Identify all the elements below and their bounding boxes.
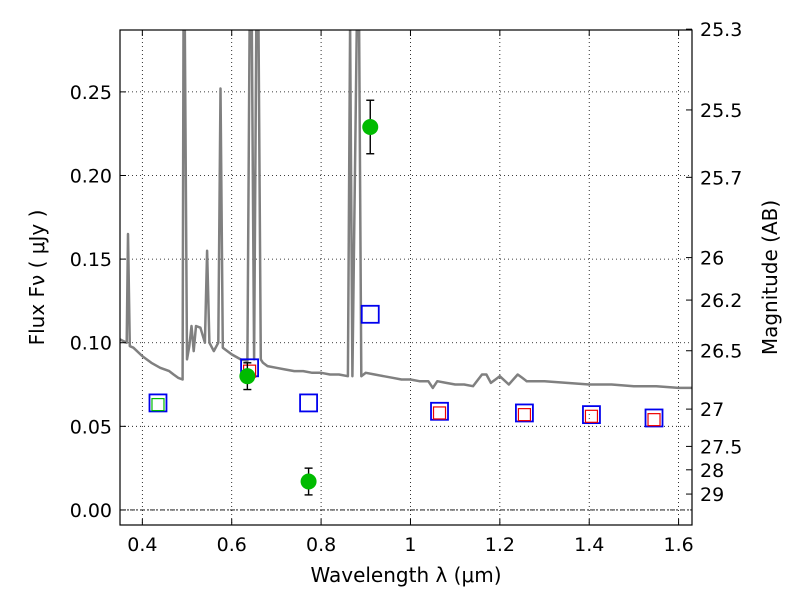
model-flux-marker <box>148 393 168 413</box>
model-flux-marker <box>644 408 664 428</box>
plot-area <box>120 30 692 525</box>
model-flux-marker <box>360 304 380 324</box>
observed-flux-point <box>300 473 317 490</box>
observed-flux-point <box>362 118 379 135</box>
model-flux-marker <box>515 403 534 423</box>
x-tick-label: 1.2 <box>485 534 515 556</box>
grid <box>120 30 692 525</box>
model-flux-marker <box>430 401 449 421</box>
y2-axis-label: Magnitude (AB) <box>758 200 782 355</box>
model-flux-marker <box>299 393 318 413</box>
inner-flux-marker <box>647 413 661 427</box>
inner-flux-marker <box>432 406 447 420</box>
y-tick-label: 0.15 <box>70 249 112 271</box>
y2-tick-label: 26.5 <box>700 341 742 363</box>
y2-tick-label: 28 <box>700 460 724 482</box>
y2-tick-label: 25.5 <box>700 100 742 122</box>
x-tick-label: 0.4 <box>127 534 157 556</box>
y2-tick-label: 26 <box>700 248 724 270</box>
observed-flux-point <box>239 368 256 385</box>
inner-flux-marker <box>584 409 599 423</box>
x-tick-label: 1.6 <box>663 534 693 556</box>
y-tick-label: 0.05 <box>70 416 112 438</box>
y2-tick-label: 25.3 <box>700 19 742 41</box>
x-tick-label: 1 <box>404 534 416 556</box>
y2-tick-label: 26.2 <box>700 290 742 312</box>
y2-tick-label: 29 <box>700 484 724 506</box>
y2-tick-label: 27.5 <box>700 436 742 458</box>
x-axis-label: Wavelength λ (μm) <box>310 563 501 587</box>
inner-flux-marker <box>517 408 532 422</box>
y-tick-label: 0.20 <box>70 165 112 187</box>
y-tick-label: 0.25 <box>70 82 112 104</box>
y2-tick-label: 27 <box>700 399 724 421</box>
plot-frame <box>119 29 693 526</box>
y2-tick-label: 25.7 <box>700 167 742 189</box>
x-tick-label: 0.8 <box>306 534 336 556</box>
x-tick-label: 0.6 <box>217 534 247 556</box>
inner-flux-marker <box>151 397 165 412</box>
y-tick-label: 0.10 <box>70 333 112 355</box>
series-layer <box>120 30 692 496</box>
model-flux-marker <box>582 405 601 425</box>
ticks: 0.4 0.6 0.8 1 1.2 1.4 1.6 0.00 0.05 0.10 0.15 0.20 0… <box>70 19 743 556</box>
y-tick-label: 0.00 <box>70 500 112 522</box>
y-axis-label: Flux Fν ( μJy ) <box>25 210 49 346</box>
x-tick-label: 1.4 <box>574 534 604 556</box>
model-spectrum-line <box>120 30 692 390</box>
